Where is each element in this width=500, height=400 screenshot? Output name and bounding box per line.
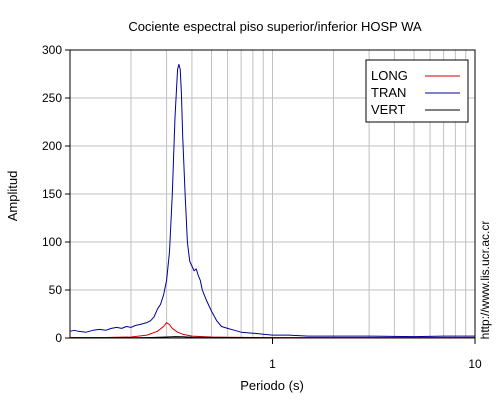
y-tick-label: 50 <box>49 283 63 297</box>
legend-label-tran: TRAN <box>371 85 406 100</box>
y-tick-label: 100 <box>42 235 62 249</box>
y-tick-label: 0 <box>55 331 62 345</box>
series-line-tran <box>69 63 475 338</box>
legend-box <box>365 59 469 123</box>
legend: LONG TRAN VERT <box>365 59 469 123</box>
x-tick-label: 1 <box>269 357 276 371</box>
y-tick-label: 200 <box>42 139 62 153</box>
website-note: http://www.lis.ucr.ac.cr <box>478 221 492 340</box>
y-axis-label: Amplitud <box>5 171 20 222</box>
y-tick-label: 150 <box>42 187 62 201</box>
legend-label-long: LONG <box>371 68 408 83</box>
y-tick-label: 300 <box>42 43 62 57</box>
y-tick-label: 250 <box>42 91 62 105</box>
series-line-vert <box>69 336 475 339</box>
legend-label-vert: VERT <box>371 102 405 117</box>
chart-title: Cociente espectral piso superior/inferio… <box>128 19 422 34</box>
x-tick-label: 10 <box>468 357 482 371</box>
x-axis-label: Periodo (s) <box>240 378 304 393</box>
series-layer <box>69 63 475 339</box>
